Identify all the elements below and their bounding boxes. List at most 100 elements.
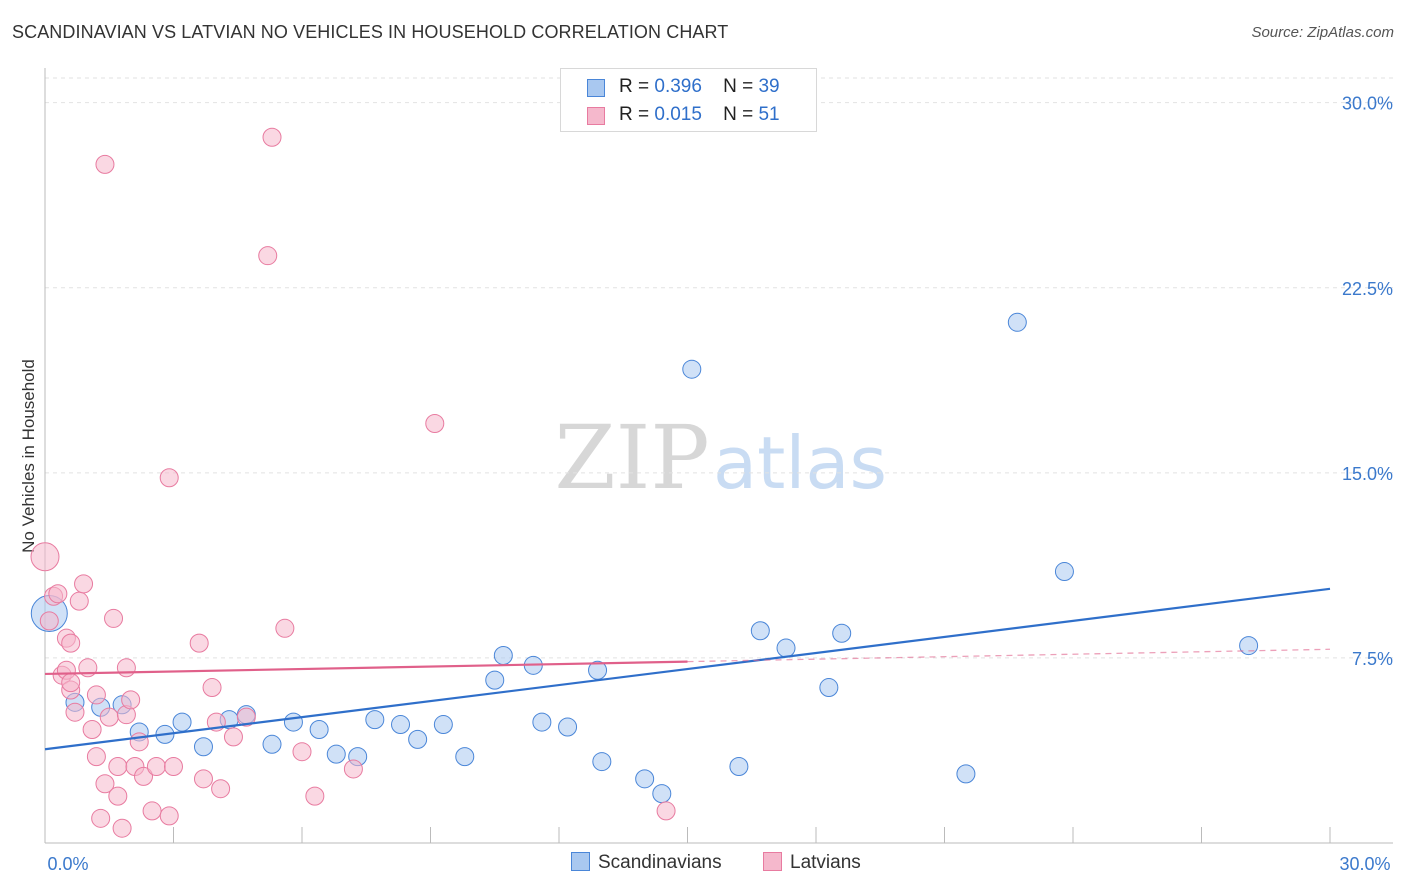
- scandinavians-point: [493, 645, 513, 665]
- scandinavians-point: [1054, 562, 1074, 582]
- chart-title: SCANDINAVIAN VS LATVIAN NO VEHICLES IN H…: [12, 22, 729, 42]
- latvians-point: [129, 732, 149, 752]
- latvians-point: [305, 786, 325, 806]
- bottom-legend-label-scandinavians: Scandinavians: [598, 852, 722, 873]
- scandinavians-point: [750, 621, 770, 641]
- latvians-point: [258, 246, 278, 266]
- scandinavians-point: [729, 757, 749, 776]
- latvians-point: [164, 757, 183, 776]
- scandinavians-point: [635, 769, 655, 789]
- x-tick-label-min: 0.0%: [47, 854, 88, 874]
- scandinavians-point: [592, 752, 612, 772]
- scandinavians-point: [455, 747, 475, 767]
- latvians-point: [82, 719, 102, 739]
- scandinavians-point: [776, 638, 796, 658]
- latvians-point: [108, 786, 128, 806]
- scandinavians-point: [193, 737, 213, 757]
- legend-n-label: N =: [723, 76, 754, 97]
- y-tick-label: 22.5%: [1342, 279, 1393, 299]
- latvians-point: [91, 808, 111, 828]
- latvians-point: [116, 658, 136, 678]
- latvians-point: [202, 678, 222, 698]
- latvians-point: [86, 685, 106, 705]
- scandinavians-point: [1239, 636, 1259, 656]
- latvians-point: [275, 618, 295, 638]
- latvians-point: [159, 806, 179, 826]
- scandinavians-point: [408, 729, 428, 749]
- scandinavians-point: [283, 712, 303, 732]
- latvians-point: [236, 707, 256, 727]
- scandinavians-point: [956, 764, 976, 784]
- scandinavians-point: [391, 715, 411, 735]
- latvians-point: [104, 608, 124, 628]
- latvians-point: [61, 673, 81, 693]
- scandinavians-point: [433, 715, 453, 735]
- scandinavians-point: [365, 710, 385, 730]
- bottom-legend-latvians: Latvians: [763, 852, 861, 874]
- latvians-point: [108, 757, 128, 776]
- x-tick-label-max: 30.0%: [1339, 854, 1390, 874]
- latvians-point: [69, 591, 89, 611]
- bottom-legend-swatch-scandinavians: [571, 852, 590, 871]
- scandinavians-point: [326, 744, 346, 764]
- legend-n-value-latvians: 51: [758, 104, 780, 125]
- legend-n-label: N =: [723, 104, 754, 125]
- legend-r-label: R =: [619, 104, 650, 125]
- latvians-point: [146, 757, 166, 776]
- latvians-point: [121, 690, 141, 710]
- latvians-point: [656, 801, 676, 821]
- latvians-trend-extension: [687, 648, 1331, 663]
- latvians-point: [159, 468, 179, 488]
- latvians-point: [61, 633, 81, 653]
- scandinavians-point: [652, 784, 672, 804]
- scandinavians-point: [172, 712, 192, 732]
- latvians-point: [292, 742, 312, 762]
- watermark-zip: ZIP: [554, 406, 709, 509]
- latvians-point: [211, 779, 231, 799]
- bottom-legend-label-latvians: Latvians: [790, 852, 861, 873]
- scandinavians-trend-line: [44, 587, 1331, 751]
- latvians-point: [112, 818, 132, 838]
- legend-swatch-latvians: [587, 107, 605, 125]
- latvians-point: [48, 584, 68, 604]
- scandinavians-point: [832, 623, 852, 643]
- latvians-point: [134, 766, 154, 786]
- latvians-point: [95, 774, 115, 794]
- y-tick-label: 30.0%: [1342, 94, 1393, 114]
- scandinavians-point: [819, 678, 839, 698]
- latvians-point: [262, 127, 282, 147]
- legend-r-value-latvians: 0.015: [654, 104, 702, 125]
- source-label: Source: ZipAtlas.com: [1251, 24, 1394, 41]
- scandinavians-point: [262, 734, 282, 754]
- y-tick-label: 7.5%: [1352, 649, 1393, 669]
- latvians-point: [95, 154, 115, 174]
- latvians-point: [223, 727, 243, 747]
- latvians-trend-line: [44, 660, 688, 676]
- latvians-point: [193, 769, 213, 789]
- scandinavians-point: [309, 719, 329, 739]
- legend-r-label: R =: [619, 76, 650, 97]
- latvians-point: [74, 574, 94, 594]
- legend-r-value-scandinavians: 0.396: [654, 76, 702, 97]
- scandinavians-point: [682, 359, 702, 379]
- latvians-point: [142, 801, 162, 821]
- latvians-point: [30, 542, 60, 572]
- latvians-point: [425, 413, 445, 433]
- y-tick-label: 15.0%: [1342, 464, 1393, 484]
- legend-n-value-scandinavians: 39: [758, 76, 780, 97]
- legend-swatch-scandinavians: [587, 79, 605, 97]
- scandinavians-point: [558, 717, 578, 737]
- scandinavians-point: [1007, 312, 1027, 332]
- latvians-point: [86, 747, 106, 767]
- latvians-point: [65, 702, 85, 722]
- y-axis-title: No Vehicles in Household: [19, 359, 38, 553]
- scandinavians-point: [485, 670, 505, 690]
- watermark-atlas: atlas: [713, 421, 887, 505]
- latvians-point: [189, 633, 209, 653]
- scandinavians-point: [532, 712, 552, 732]
- bottom-legend-swatch-latvians: [763, 852, 782, 871]
- bottom-legend-scandinavians: Scandinavians: [571, 852, 722, 874]
- correlation-legend: R = 0.396 N = 39 R = 0.015 N = 51: [560, 68, 817, 132]
- latvians-point: [343, 759, 363, 779]
